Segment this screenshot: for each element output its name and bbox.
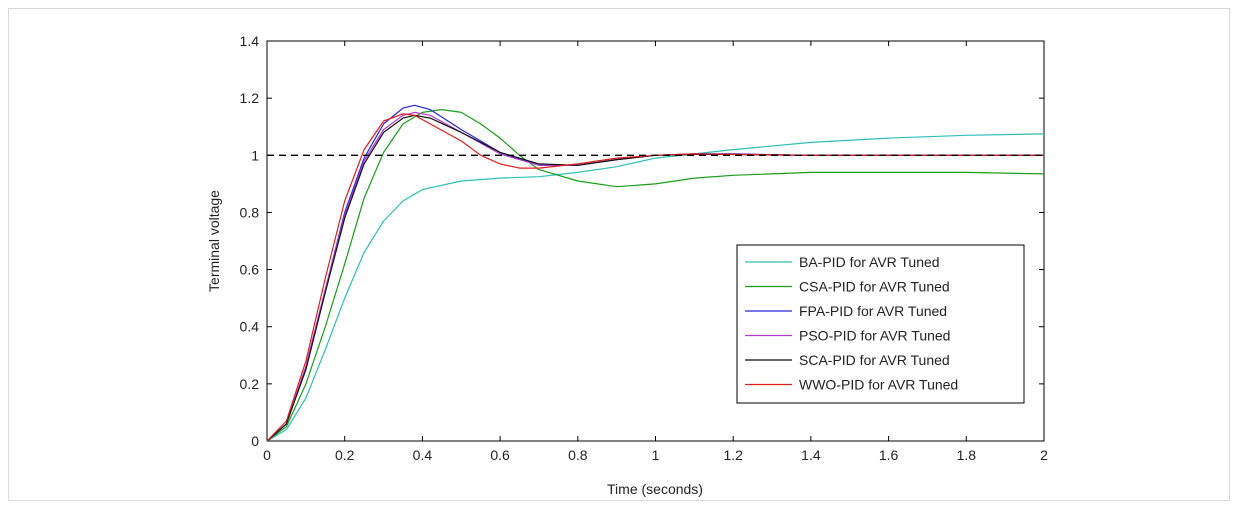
x-tick-label: 1.4 bbox=[801, 447, 821, 463]
x-tick-label: 0.8 bbox=[568, 447, 588, 463]
x-tick-label: 1.6 bbox=[879, 447, 899, 463]
x-tick-label: 1 bbox=[652, 447, 660, 463]
legend: BA-PID for AVR Tuned CSA-PID for AVR Tune… bbox=[736, 244, 1025, 404]
x-tick-label: 1.8 bbox=[957, 447, 977, 463]
x-tick-label: 0.4 bbox=[413, 447, 433, 463]
legend-label: CSA-PID for AVR Tuned bbox=[799, 279, 950, 295]
legend-label: BA-PID for AVR Tuned bbox=[799, 254, 940, 270]
y-tick-label: 1 bbox=[251, 147, 259, 163]
x-tick-label: 0.6 bbox=[490, 447, 510, 463]
x-tick-label: 0.2 bbox=[335, 447, 355, 463]
x-tick-label: 1.2 bbox=[723, 447, 743, 463]
y-tick-label: 0.2 bbox=[240, 376, 260, 392]
y-tick-label: 0 bbox=[251, 433, 259, 449]
x-tick-label: 2 bbox=[1040, 447, 1048, 463]
series-line bbox=[266, 113, 1044, 442]
legend-label: FPA-PID for AVR Tuned bbox=[799, 303, 947, 319]
series-line bbox=[266, 108, 1045, 442]
y-tick-label: 1.4 bbox=[240, 33, 260, 49]
series-lines bbox=[266, 104, 1045, 442]
legend-box bbox=[736, 244, 1025, 404]
x-tick-label: 0 bbox=[263, 447, 271, 463]
y-tick-label: 1.2 bbox=[240, 90, 260, 106]
y-axis-title: Terminal voltage bbox=[206, 190, 222, 292]
legend-label: WWO-PID for AVR Tuned bbox=[799, 377, 958, 393]
series-line bbox=[266, 133, 1045, 442]
x-axis-title: Time (seconds) bbox=[607, 481, 703, 497]
y-tick-label: 0.8 bbox=[240, 204, 260, 220]
axis-ticks: 0 0.2 0.4 0.6 0.8 1 1.2 1.4 1.6 1.8 2 0 0.2 0.4 0.6 0.8… bbox=[240, 33, 1049, 463]
y-tick-label: 0.6 bbox=[240, 262, 260, 278]
y-tick-label: 0.4 bbox=[240, 319, 260, 335]
legend-label: PSO-PID for AVR Tuned bbox=[799, 328, 950, 344]
legend-label: SCA-PID for AVR Tuned bbox=[799, 352, 950, 368]
